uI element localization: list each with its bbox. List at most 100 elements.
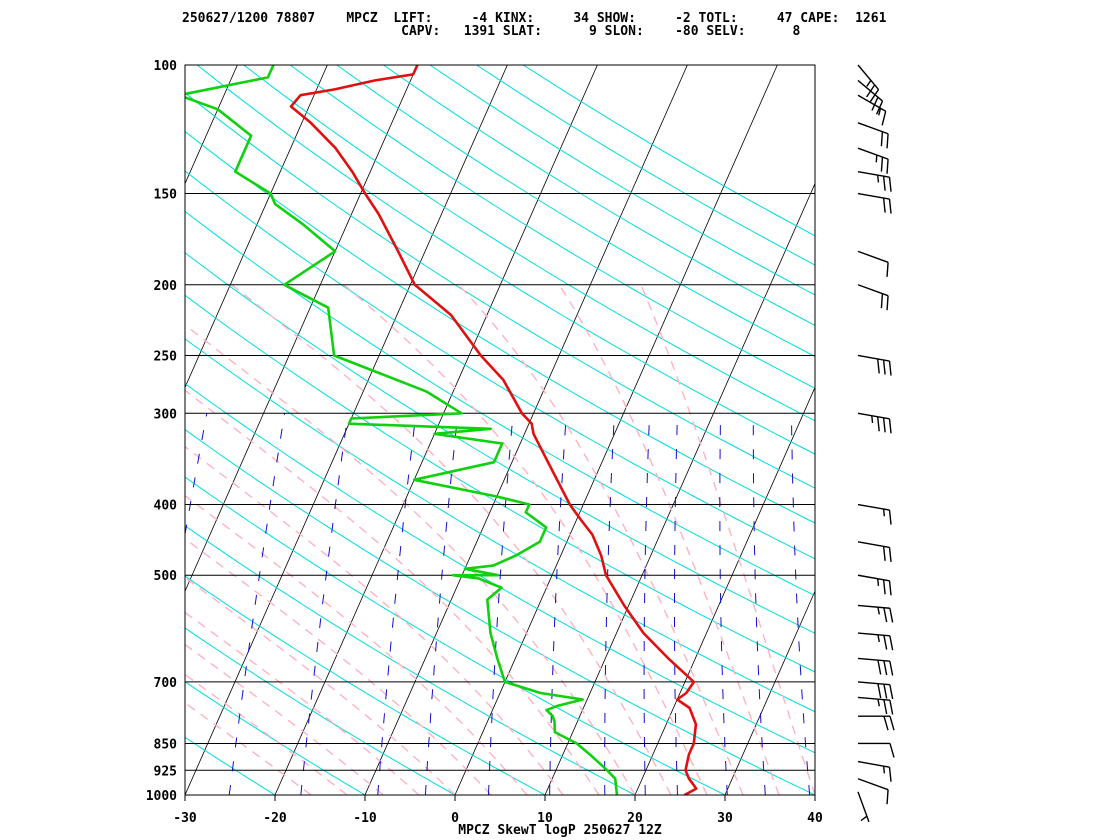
x-tick-label: -20 <box>263 811 287 826</box>
header-line-2: CAPV: 1391 SLAT: 9 SLON: -80 SELV: 8 <box>182 24 800 39</box>
dry-adiabat <box>185 681 366 795</box>
isotherm <box>185 65 328 389</box>
moist-adiabat <box>185 643 384 795</box>
y-tick-label: 400 <box>154 499 178 514</box>
wind-barb <box>857 681 894 700</box>
temperature-axis: -30 -20 -10 0 10 20 30 40 <box>173 795 823 826</box>
y-tick-label: 100 <box>154 59 178 74</box>
moist-adiabat <box>185 494 528 795</box>
isotherm <box>364 65 688 795</box>
isotherm <box>185 65 418 593</box>
isotherm <box>274 65 598 795</box>
wind-barb <box>857 122 889 149</box>
isotherm <box>185 65 508 795</box>
y-tick-label: 850 <box>154 737 178 752</box>
wind-barb <box>857 284 889 311</box>
dry-adiabat <box>383 65 815 326</box>
dry-adiabat <box>243 65 815 422</box>
mixing-ratio-line <box>488 413 514 795</box>
dry-adiabat <box>289 65 815 389</box>
moist-adiabat <box>640 284 815 795</box>
isotherm <box>814 794 815 795</box>
mixing-ratio-line <box>674 413 678 795</box>
grid-lines <box>0 65 890 795</box>
x-tick-label: 10 <box>537 811 553 826</box>
x-tick-label: 30 <box>717 811 733 826</box>
wind-barb <box>857 657 894 676</box>
dry-adiabat <box>522 65 815 237</box>
wind-barb <box>857 574 892 596</box>
wind-barb <box>857 791 870 823</box>
wind-barb <box>858 715 895 731</box>
moist-adiabat <box>185 576 456 795</box>
y-tick-label: 500 <box>154 569 178 584</box>
isotherm <box>0 65 57 795</box>
y-tick-label: 250 <box>154 349 178 364</box>
wind-barb <box>857 760 892 782</box>
profiles <box>185 65 698 795</box>
x-tick-label: -30 <box>173 811 197 826</box>
isotherm <box>544 182 815 795</box>
pressure-axis: 100 150 200 250 300 400 500 700 850 925 1000 <box>146 59 177 804</box>
wind-barb <box>857 412 892 434</box>
isotherm <box>724 590 815 795</box>
mixing-ratio-line <box>752 413 766 795</box>
wind-barb <box>857 778 889 805</box>
isotherm <box>185 65 238 185</box>
isotherm <box>0 65 147 795</box>
mixing-ratio-line <box>791 413 811 795</box>
y-tick-label: 1000 <box>146 789 177 804</box>
plot-frame <box>184 64 816 796</box>
footer-label: MPCZ SkewT logP 250627 12Z <box>458 823 662 838</box>
moist-adiabat <box>185 445 564 795</box>
isotherm <box>634 386 815 795</box>
dry-adiabat <box>185 170 815 560</box>
dry-adiabat <box>196 65 815 455</box>
moist-adiabat <box>231 284 672 795</box>
dry-adiabat <box>185 92 815 489</box>
wind-barb <box>857 503 892 525</box>
y-tick-label: 200 <box>154 279 178 294</box>
temperature-profile <box>289 65 698 795</box>
dewpoint-profile <box>185 65 619 795</box>
moist-adiabat <box>185 611 420 795</box>
moist-adiabat <box>458 284 744 795</box>
moist-adiabat <box>185 538 492 795</box>
y-tick-label: 150 <box>154 188 178 203</box>
mixing-ratio-line <box>860 413 890 795</box>
wind-barb <box>857 354 892 376</box>
x-tick-label: 20 <box>627 811 643 826</box>
wind-barb <box>857 170 892 192</box>
x-tick-label: -10 <box>353 811 377 826</box>
y-tick-label: 300 <box>154 407 178 422</box>
dry-adiabat <box>185 525 636 795</box>
wind-barb <box>857 250 889 277</box>
dry-adiabat <box>336 65 815 358</box>
moist-adiabat <box>185 389 600 795</box>
moist-adiabat <box>185 324 636 795</box>
header-line-1: 250627/1200 78807 MPCZ LIFT: -4 KINX: 34… <box>182 11 887 26</box>
mixing-ratio-line <box>377 413 417 795</box>
mixing-ratio-line <box>830 413 855 795</box>
isotherm <box>454 65 778 795</box>
y-tick-label: 700 <box>154 676 178 691</box>
wind-barb <box>857 192 892 214</box>
moist-adiabat <box>343 284 708 795</box>
wind-barb <box>857 696 894 715</box>
x-tick-label: 0 <box>451 811 459 826</box>
wind-barb <box>857 94 887 126</box>
moist-adiabat <box>558 284 780 795</box>
wind-barb <box>857 541 892 562</box>
mixing-ratio-line <box>719 413 728 795</box>
x-tick-label: 40 <box>807 811 823 826</box>
y-tick-label: 925 <box>154 764 177 779</box>
wind-barb <box>857 147 889 174</box>
wind-barb <box>857 632 894 651</box>
wind-barbs <box>857 64 895 823</box>
mixing-ratio-line <box>300 413 349 795</box>
mixing-ratio-line <box>228 413 286 795</box>
wind-barb <box>858 742 895 758</box>
wind-barb <box>857 64 880 102</box>
dry-adiabat <box>185 627 456 795</box>
